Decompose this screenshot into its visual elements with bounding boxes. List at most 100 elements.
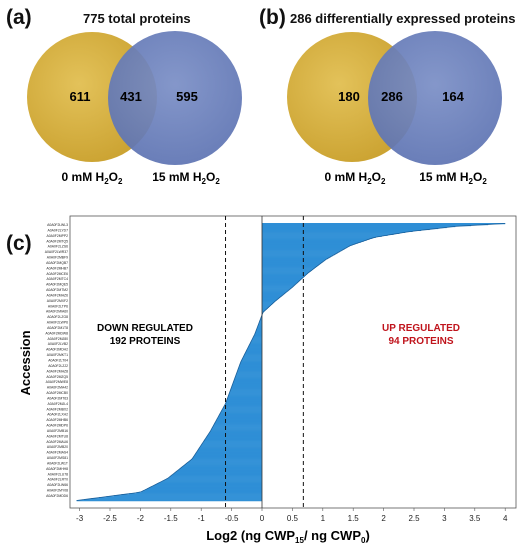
protein-bar: [262, 281, 299, 283]
accession-label: A0A0F2MDP6: [46, 424, 68, 428]
down-label-line1: DOWN REGULATED: [97, 323, 193, 334]
protein-bar: [239, 364, 262, 367]
protein-bar: [214, 423, 262, 425]
protein-bar: [258, 324, 262, 326]
x-tick-label: -2: [137, 514, 145, 523]
protein-bar: [224, 405, 262, 407]
up-label-line2: 94 PROTEINS: [388, 336, 453, 347]
protein-bar: [169, 476, 262, 478]
protein-bar: [204, 439, 262, 441]
accession-label: A0A0F2MZQ5: [46, 375, 68, 379]
protein-bar: [262, 305, 270, 307]
venn-a: 611 431 595 0 mM H2O2 15 mM H2O2: [27, 31, 242, 186]
protein-bar: [200, 445, 262, 447]
x-tick-label: -1.5: [164, 514, 178, 523]
protein-bar: [262, 297, 279, 300]
protein-bar: [262, 259, 325, 262]
protein-bar: [262, 223, 506, 225]
protein-bar: [262, 254, 335, 256]
protein-bar: [211, 428, 262, 430]
x-tick-label: 3.5: [469, 514, 481, 523]
protein-bar: [187, 462, 262, 464]
protein-bar: [98, 497, 263, 499]
venn-a-left-label: 0 mM H2O2: [62, 170, 123, 186]
accession-label: A0A0F2LRT0: [48, 478, 69, 482]
protein-bar: [216, 419, 262, 421]
protein-bar: [128, 493, 262, 495]
protein-bar: [223, 406, 262, 408]
accession-label: A0A0F2LVB2: [48, 342, 68, 346]
protein-bar: [227, 398, 262, 401]
protein-bar: [260, 317, 262, 319]
accession-label: A0A0F2MHZ6: [47, 293, 69, 297]
protein-bar: [262, 250, 342, 252]
protein-bar: [194, 454, 262, 456]
protein-bar: [254, 334, 262, 336]
protein-bar: [176, 470, 262, 473]
accession-label: A0A0F2MJ80: [47, 337, 68, 341]
protein-bar: [229, 391, 262, 393]
accession-label: A0A0F2MHB7: [46, 266, 68, 270]
protein-bar: [147, 488, 262, 490]
protein-bar: [199, 446, 262, 448]
protein-bar: [154, 484, 262, 486]
protein-bar: [206, 436, 262, 439]
panel-a-letter: (a): [6, 6, 32, 29]
protein-bar: [262, 238, 370, 240]
accession-label: A0A0F2MKT1: [47, 353, 68, 357]
protein-bar: [262, 279, 301, 281]
protein-bar: [262, 264, 319, 267]
protein-bar: [195, 453, 262, 455]
protein-bar: [226, 399, 262, 402]
protein-bar: [219, 413, 262, 415]
protein-bar: [262, 246, 349, 248]
accession-label: A0A0F2MTU8: [47, 434, 69, 438]
protein-bar: [262, 285, 295, 287]
protein-bar: [228, 395, 262, 397]
protein-bar: [210, 430, 262, 432]
protein-bar: [262, 300, 276, 302]
accession-label: A0A0F2MDH2: [46, 348, 68, 352]
protein-bar: [262, 231, 406, 233]
protein-bar: [262, 223, 489, 226]
protein-bar: [91, 498, 263, 500]
protein-bar: [236, 373, 262, 375]
protein-bar: [262, 272, 308, 274]
accession-label: A0A0F2MQB7: [46, 261, 68, 265]
protein-bar: [244, 353, 262, 355]
protein-bar: [241, 359, 262, 361]
protein-bar: [235, 376, 262, 378]
protein-bar: [248, 346, 262, 348]
protein-bar: [258, 323, 262, 325]
protein-bar: [231, 386, 262, 388]
protein-bar: [262, 234, 388, 236]
accession-label: A0A0F2LZJ2: [48, 364, 68, 368]
protein-bar: [166, 478, 262, 480]
protein-bar: [262, 232, 400, 234]
protein-bar: [232, 383, 262, 385]
protein-bar: [213, 425, 262, 427]
protein-bar: [203, 441, 262, 443]
protein-bar: [255, 330, 262, 333]
protein-bar: [207, 434, 262, 437]
protein-bar: [262, 308, 267, 310]
protein-bar: [232, 384, 262, 386]
protein-bar: [243, 356, 262, 358]
protein-bar: [212, 427, 262, 429]
protein-bar: [259, 322, 262, 324]
x-ticks: -3 -2.5 -2 -1.5 -1 -0.5 0 0.5 1 1.5 2 2.5 3 3.5 4: [76, 508, 508, 523]
protein-bar: [245, 352, 262, 354]
x-tick-label: -3: [76, 514, 84, 523]
protein-bar: [262, 257, 330, 259]
protein-bar: [257, 327, 262, 329]
protein-bar: [234, 378, 262, 380]
protein-bar: [177, 469, 262, 472]
accession-label: A0A0F2MA42: [47, 386, 68, 390]
accession-label: A0A0F2MBF9: [47, 256, 68, 260]
protein-bar: [221, 409, 262, 411]
protein-bar: [193, 456, 262, 458]
protein-bar: [262, 226, 447, 229]
protein-bar: [212, 426, 262, 428]
up-label-line1: UP REGULATED: [382, 323, 460, 334]
accession-label: A0A0F2LTP6: [48, 304, 68, 308]
